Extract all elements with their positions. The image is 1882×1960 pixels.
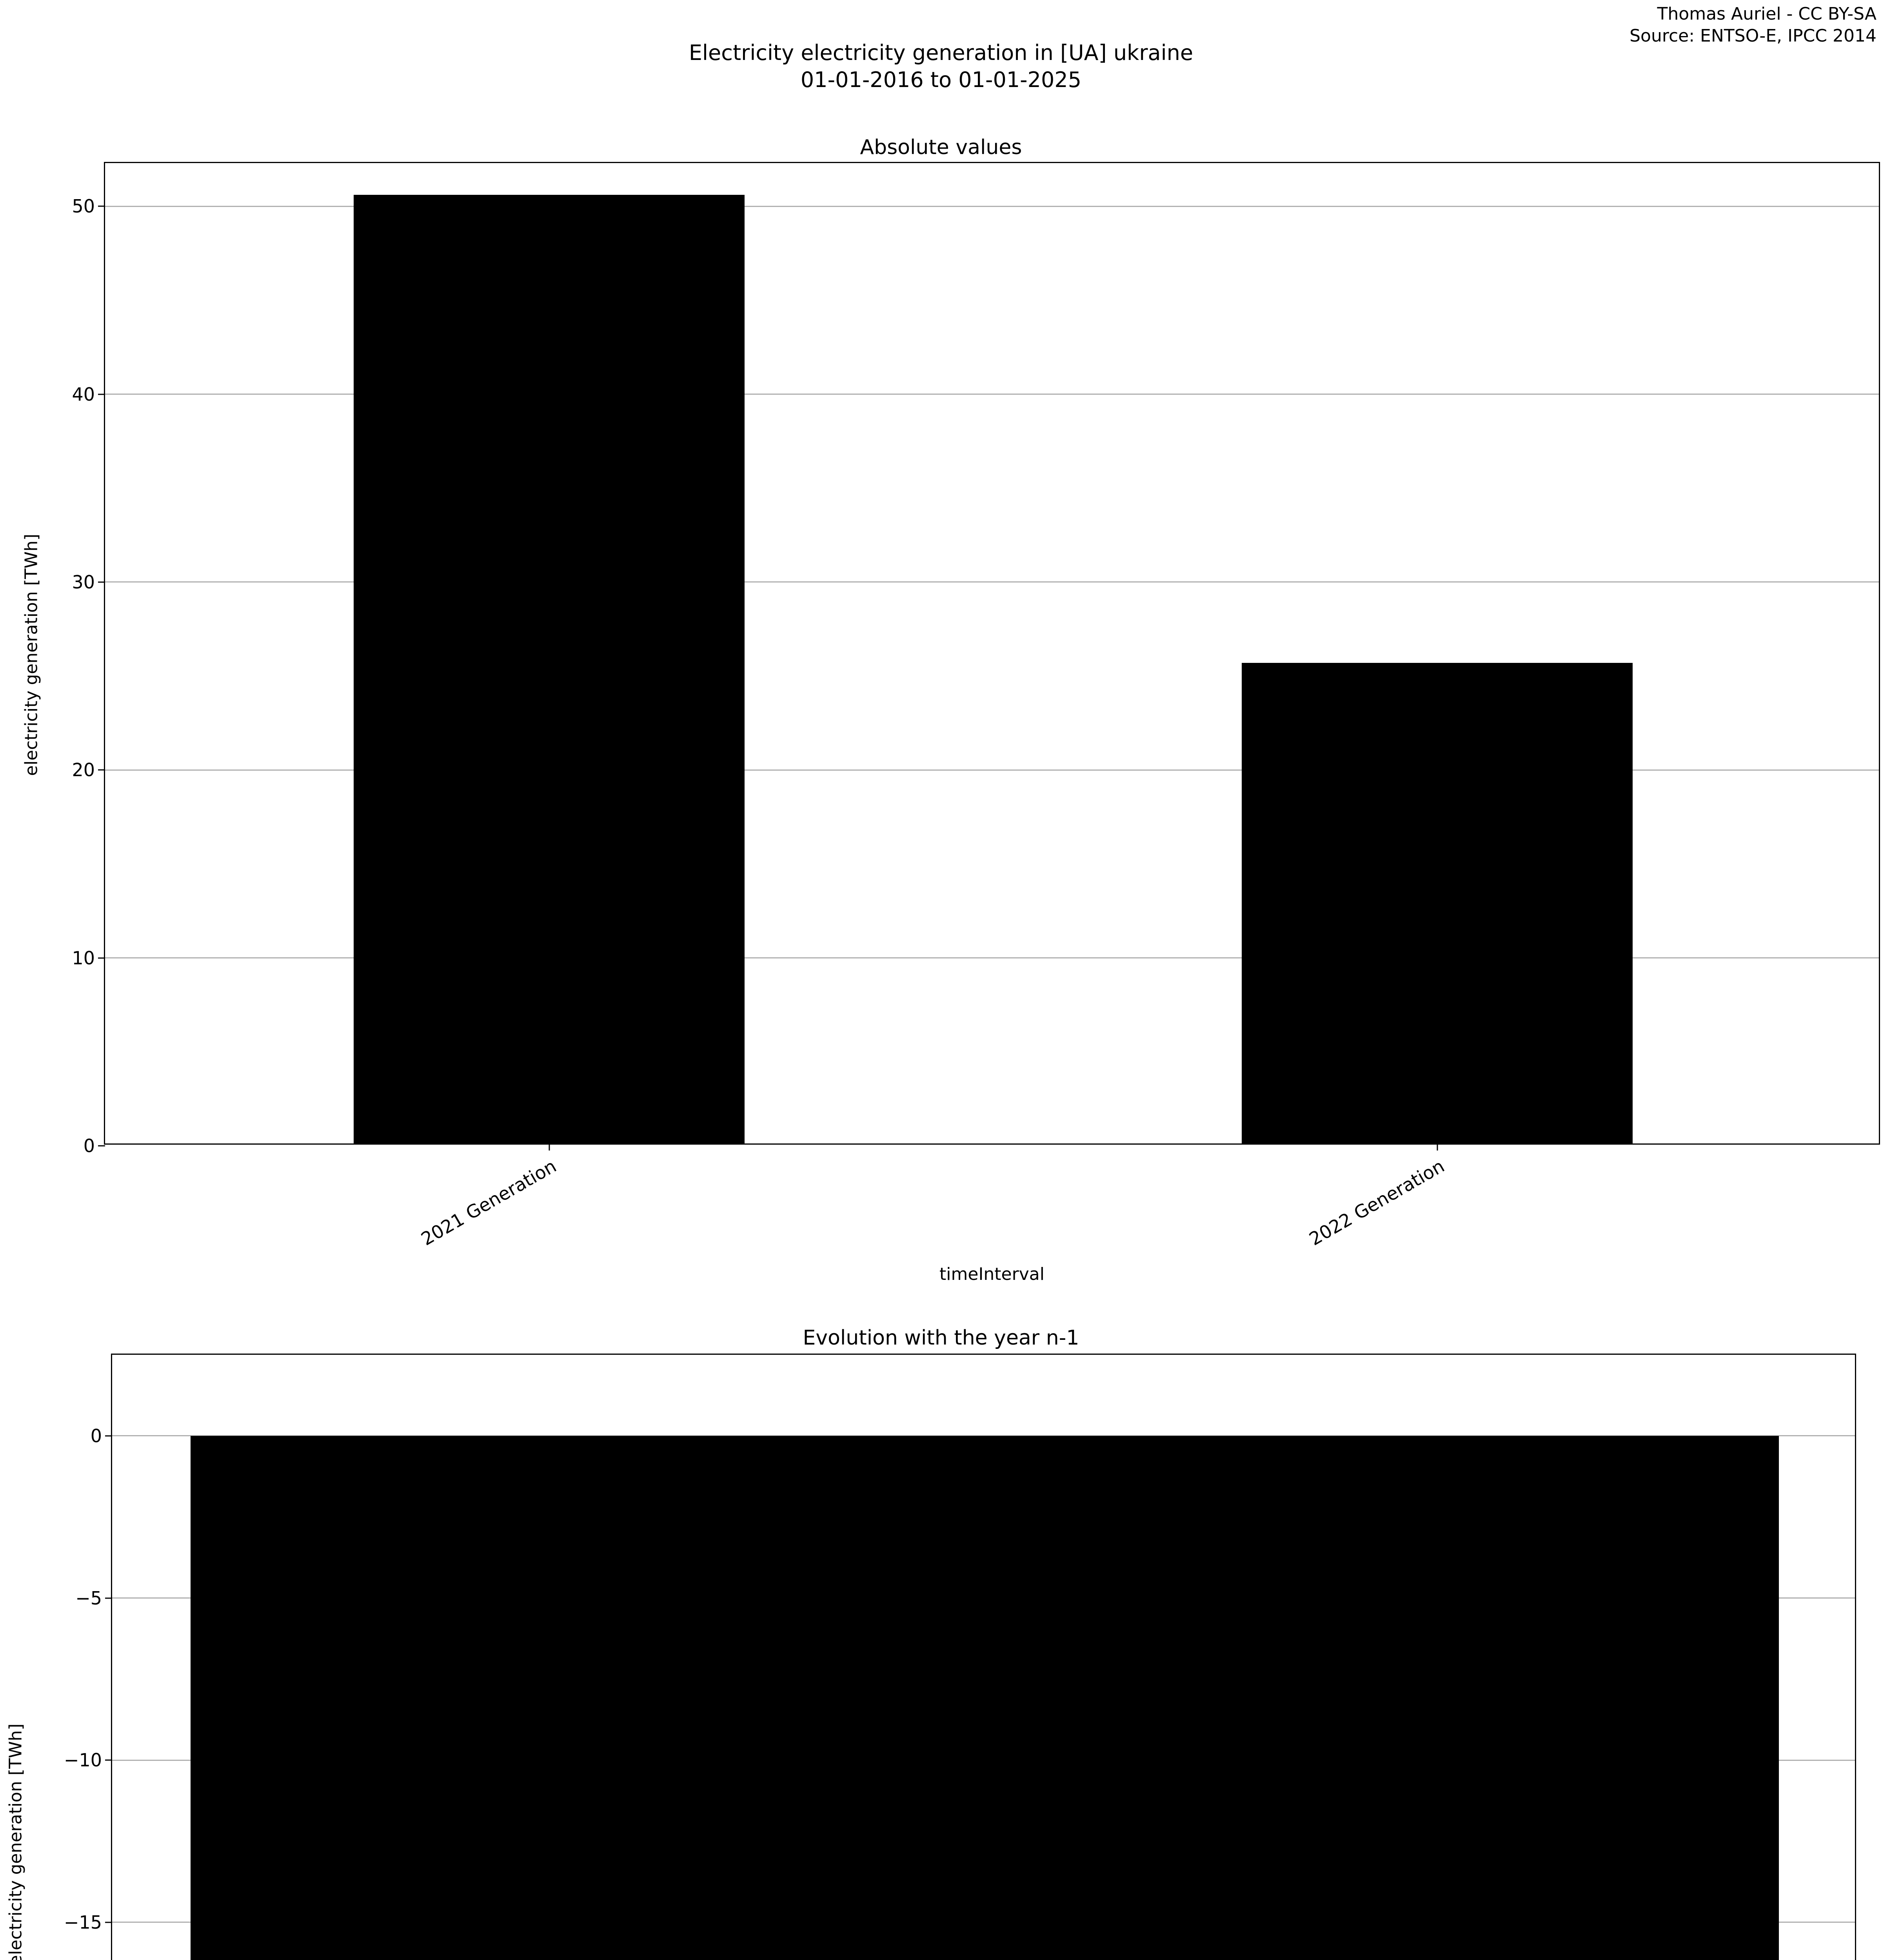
x-tick-mark: [549, 1143, 550, 1151]
bar-2021-generation[interactable]: [354, 195, 745, 1143]
credit-block: Thomas Auriel - CC BY-SA Source: ENTSO-E…: [1629, 3, 1877, 47]
evolution-plot: 0−5−10−15−20−25 2022 Generation: [64, 1354, 1856, 1960]
y-axis-label-2: electricity generation [TWh]: [5, 1723, 26, 1960]
subplot-2-title: Evolution with the year n-1: [803, 1326, 1079, 1350]
x-axis-label-1: timeInterval: [939, 1264, 1045, 1284]
x-tick-label: 2022 Generation: [1305, 1155, 1448, 1250]
x-tick-mark: [1437, 1143, 1438, 1151]
figure-title-line1: Electricity electricity generation in [U…: [688, 40, 1194, 65]
gridline: [105, 205, 1879, 207]
y-tick-label: 10: [72, 947, 95, 969]
y-tick-mark: [98, 394, 105, 395]
y-tick-mark: [98, 957, 105, 959]
y-tick-label: −15: [64, 1911, 102, 1933]
y-tick-mark: [98, 205, 105, 207]
y-tick-label: 0: [90, 1425, 102, 1446]
y-tick-label: 50: [72, 196, 95, 217]
y-tick-label: 30: [72, 571, 95, 593]
y-tick-label: 40: [72, 383, 95, 405]
figure-title-line2: 01-01-2016 to 01-01-2025: [800, 67, 1082, 93]
gridline: [105, 769, 1879, 771]
credit-source: Source: ENTSO-E, IPCC 2014: [1629, 26, 1877, 46]
y-tick-label: 0: [83, 1135, 95, 1156]
figure-title: Electricity electricity generation in [U…: [0, 39, 1882, 93]
y-axis-label-1: electricity generation [TWh]: [21, 534, 42, 776]
gridline: [105, 581, 1879, 583]
x-tick-label: 2021 Generation: [417, 1155, 560, 1250]
y-tick-mark: [105, 1597, 112, 1599]
y-tick-mark: [98, 769, 105, 771]
credit-author: Thomas Auriel - CC BY-SA: [1657, 4, 1877, 24]
y-tick-label: 20: [72, 759, 95, 781]
y-tick-label: −10: [64, 1749, 102, 1771]
gridline: [105, 957, 1879, 959]
y-tick-mark: [105, 1922, 112, 1923]
absolute-values-plot: 0 10 20 30 40 50 2021 Generation 2022 Generati…: [72, 162, 1880, 1250]
plot-area-1: [105, 163, 1879, 1143]
y-tick-mark: [98, 581, 105, 583]
y-tick-mark: [105, 1435, 112, 1437]
y-tick-mark: [105, 1759, 112, 1761]
y-tick-label: −5: [75, 1587, 102, 1609]
plot-area-2: [112, 1355, 1855, 1960]
y-tick-mark: [98, 1145, 105, 1147]
bar-2022-generation[interactable]: [191, 1436, 1779, 1960]
bar-2022-generation[interactable]: [1242, 663, 1633, 1143]
subplot-1-title: Absolute values: [860, 136, 1022, 159]
gridline: [105, 394, 1879, 395]
